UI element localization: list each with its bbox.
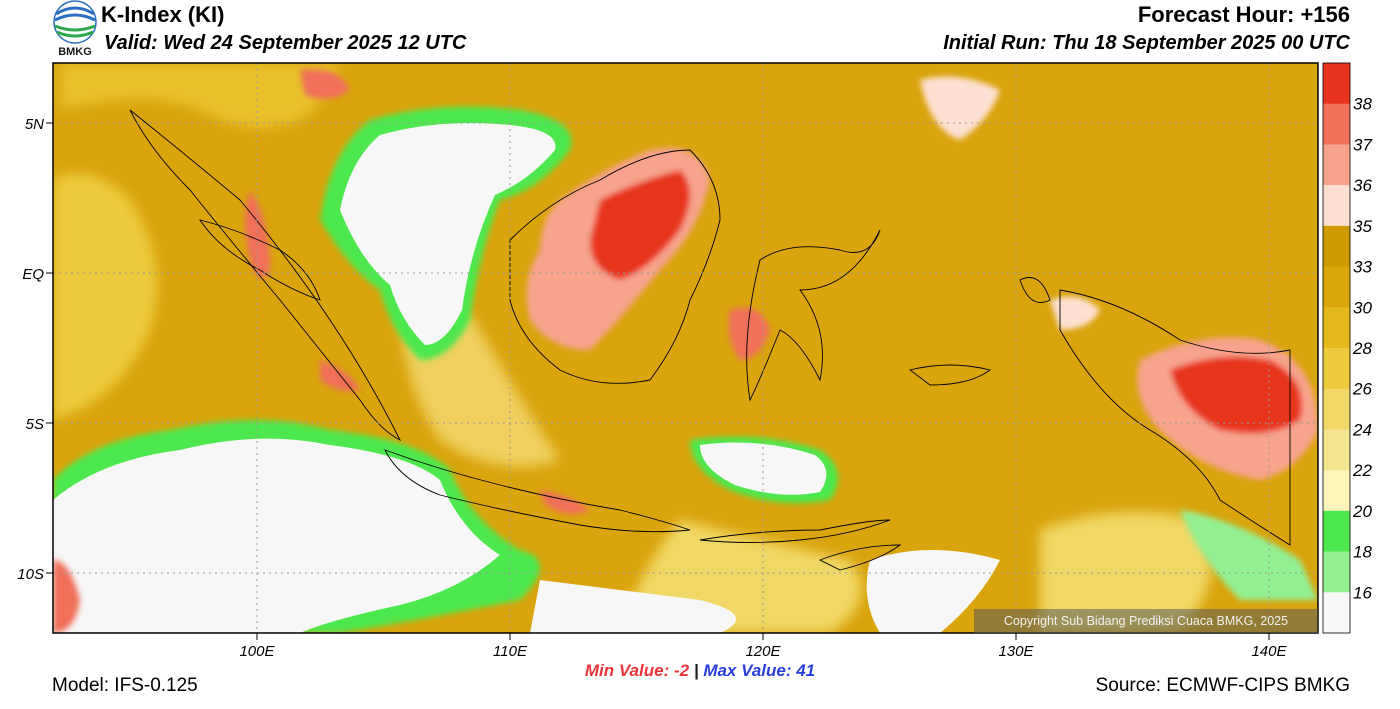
coastlines (129, 109, 1291, 571)
lon-labels: 100E 110E 120E 130E 140E (239, 643, 1287, 660)
nusa-tenggara-coast (699, 519, 891, 543)
colorbar-segment (1323, 470, 1350, 512)
lat-label: EQ (22, 266, 44, 283)
colorbar-tick-label: 35 (1353, 217, 1372, 236)
lon-label: 140E (1251, 643, 1287, 660)
logo-text: BMKG (58, 46, 92, 58)
colorbar-segment (1323, 266, 1350, 308)
maluku-coast (908, 364, 992, 386)
field-high-zones (53, 69, 1318, 633)
lon-label: 120E (745, 643, 781, 660)
colorbar-tick-label: 18 (1353, 543, 1372, 562)
borneo-coast (509, 149, 721, 384)
min-value: Min Value: -2 (584, 661, 690, 680)
colorbar-segment (1323, 63, 1350, 105)
colorbar-segment (1323, 225, 1350, 268)
lat-label: 5S (26, 416, 44, 433)
sulawesi-coast (746, 229, 881, 402)
colorbar-tick-label: 36 (1353, 176, 1372, 195)
lon-label: 100E (239, 643, 275, 660)
map-grid (53, 63, 1318, 633)
bmkg-logo (52, 0, 98, 62)
lat-label: 5N (25, 116, 44, 133)
colorbar-tick-label: 30 (1353, 298, 1372, 317)
colorbar-tick-label: 20 (1352, 502, 1372, 521)
copyright-notice: Copyright Sub Bidang Prediksi Cuaca BMKG… (974, 609, 1318, 633)
colorbar-segment (1323, 348, 1350, 390)
lat-label: 10S (17, 566, 44, 583)
lat-labels: 5N EQ 5S 10S (17, 116, 44, 583)
chart-title: K-Index (KI) (101, 2, 225, 27)
colorbar-tick-label: 38 (1353, 95, 1372, 114)
colorbar: 38 37 36 35 33 30 28 26 24 22 20 18 16 (1322, 62, 1372, 634)
axis-ticks (46, 122, 1270, 640)
min-max-values: Min Value: -2 | Max Value: 41 (0, 661, 1400, 681)
colorbar-segment (1323, 185, 1350, 227)
timor-coast (818, 544, 902, 571)
map-field (53, 63, 1318, 633)
max-value: Max Value: 41 (703, 661, 816, 680)
sumatra-coast (129, 109, 402, 442)
colorbar-tick-label: 16 (1353, 583, 1372, 602)
colorbar-tick-label: 24 (1352, 420, 1372, 439)
colorbar-tick-label: 22 (1352, 461, 1372, 480)
malaysia-coast (198, 219, 321, 301)
colorbar-segment (1323, 307, 1350, 349)
colorbar-tick-label: 37 (1353, 135, 1372, 154)
forecast-hour: Forecast Hour: +156 (1137, 2, 1350, 27)
colorbar-segment (1323, 592, 1350, 634)
colorbar-segment (1323, 388, 1350, 430)
colorbar-segment (1323, 429, 1350, 471)
lon-label: 130E (998, 643, 1034, 660)
colorbar-segment (1323, 103, 1350, 145)
colorbar-tick-label: 28 (1352, 339, 1372, 358)
colorbar-tick-label: 33 (1353, 258, 1372, 277)
map-frame (52, 62, 1319, 634)
source-label: Source: ECMWF-CIPS BMKG (1095, 675, 1350, 696)
java-coast (384, 449, 691, 533)
bmkg-logo-icon (53, 0, 97, 44)
valid-time: Valid: Wed 24 September 2025 12 UTC (104, 32, 467, 54)
min-max-separator: | (693, 661, 699, 680)
colorbar-segment (1323, 510, 1350, 553)
colorbar-segment (1323, 144, 1350, 186)
halmahera-coast (1019, 277, 1051, 303)
colorbar-frame (1322, 62, 1351, 634)
papua-coast (1059, 289, 1291, 546)
field-low-zones (53, 106, 1318, 633)
colorbar-segment (1323, 551, 1350, 593)
initial-run: Initial Run: Thu 18 September 2025 00 UT… (943, 32, 1350, 54)
model-label: Model: IFS-0.125 (52, 675, 198, 696)
lon-label: 110E (493, 643, 528, 660)
colorbar-tick-label: 26 (1352, 380, 1372, 399)
